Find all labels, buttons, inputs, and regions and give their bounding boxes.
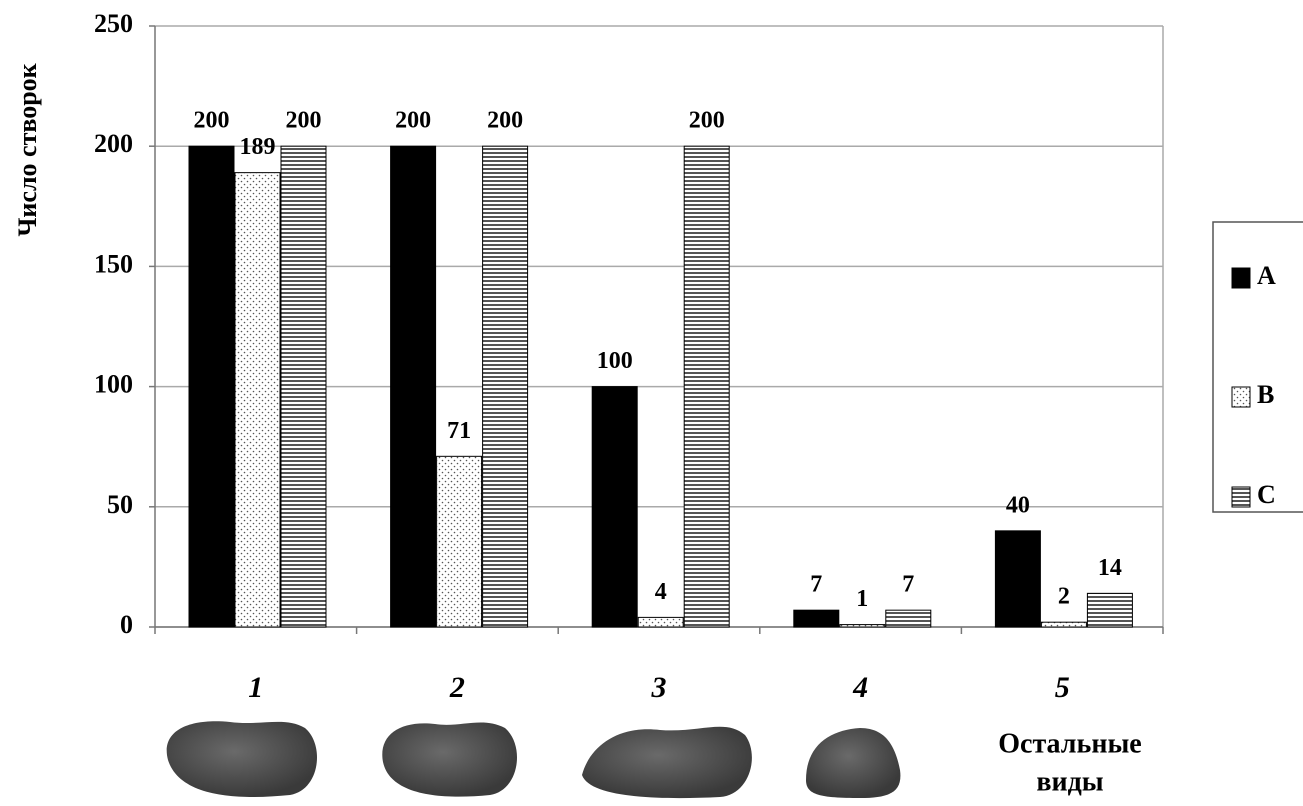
bar: [886, 610, 931, 627]
value-label: 200: [286, 108, 322, 134]
annotation: Остальные: [998, 728, 1142, 759]
y-tick-label: 0: [120, 610, 133, 639]
x-tick-label: 1: [248, 671, 263, 704]
legend-label: C: [1257, 480, 1276, 509]
bar: [840, 625, 885, 627]
bar: [1087, 593, 1132, 627]
shell-image: [382, 723, 517, 797]
shell-images: [167, 721, 901, 798]
value-label: 7: [810, 572, 822, 598]
x-tick-label: 3: [651, 671, 667, 704]
annotation: виды: [1036, 766, 1103, 797]
bar: [684, 146, 729, 627]
bar: [995, 531, 1040, 627]
y-tick-label: 50: [107, 490, 133, 519]
shell-image: [582, 727, 752, 798]
bar: [483, 146, 528, 627]
bar: [189, 146, 234, 627]
bar: [592, 387, 637, 627]
x-tick-label: 4: [852, 671, 868, 704]
value-label: 189: [240, 134, 276, 160]
value-label: 200: [395, 108, 431, 134]
bar: [794, 610, 839, 627]
bar: [391, 146, 436, 627]
value-label: 100: [597, 348, 633, 374]
value-label: 40: [1006, 492, 1030, 518]
value-label: 200: [194, 108, 230, 134]
bar: [437, 456, 482, 627]
legend-swatch: [1232, 387, 1250, 407]
bar: [281, 146, 326, 627]
y-tick-label: 200: [94, 129, 133, 158]
value-label: 14: [1098, 555, 1122, 581]
x-tick-label: 5: [1055, 671, 1070, 704]
y-axis-title: Число створок: [13, 63, 42, 236]
value-label: 200: [487, 108, 523, 134]
y-tick-label: 250: [94, 9, 133, 38]
legend-swatch: [1232, 268, 1250, 288]
legend-label: B: [1257, 380, 1274, 409]
legend-label: A: [1257, 261, 1276, 290]
y-tick-label: 100: [94, 370, 133, 399]
value-label: 1: [856, 586, 868, 612]
y-tick-label: 150: [94, 249, 133, 278]
value-label: 71: [447, 418, 471, 444]
bar: [235, 173, 280, 627]
value-label: 7: [902, 572, 914, 598]
value-label: 200: [689, 108, 725, 134]
shell-image: [167, 721, 317, 797]
shell-image: [806, 728, 900, 798]
value-label: 2: [1058, 584, 1070, 610]
bar: [1041, 622, 1086, 627]
legend-swatch: [1232, 487, 1250, 507]
bar: [638, 617, 683, 627]
x-tick-label: 2: [449, 671, 465, 704]
value-label: 4: [655, 579, 667, 605]
chart: Число створок Остальные виды 0 50 100 150 20…: [0, 0, 1303, 801]
